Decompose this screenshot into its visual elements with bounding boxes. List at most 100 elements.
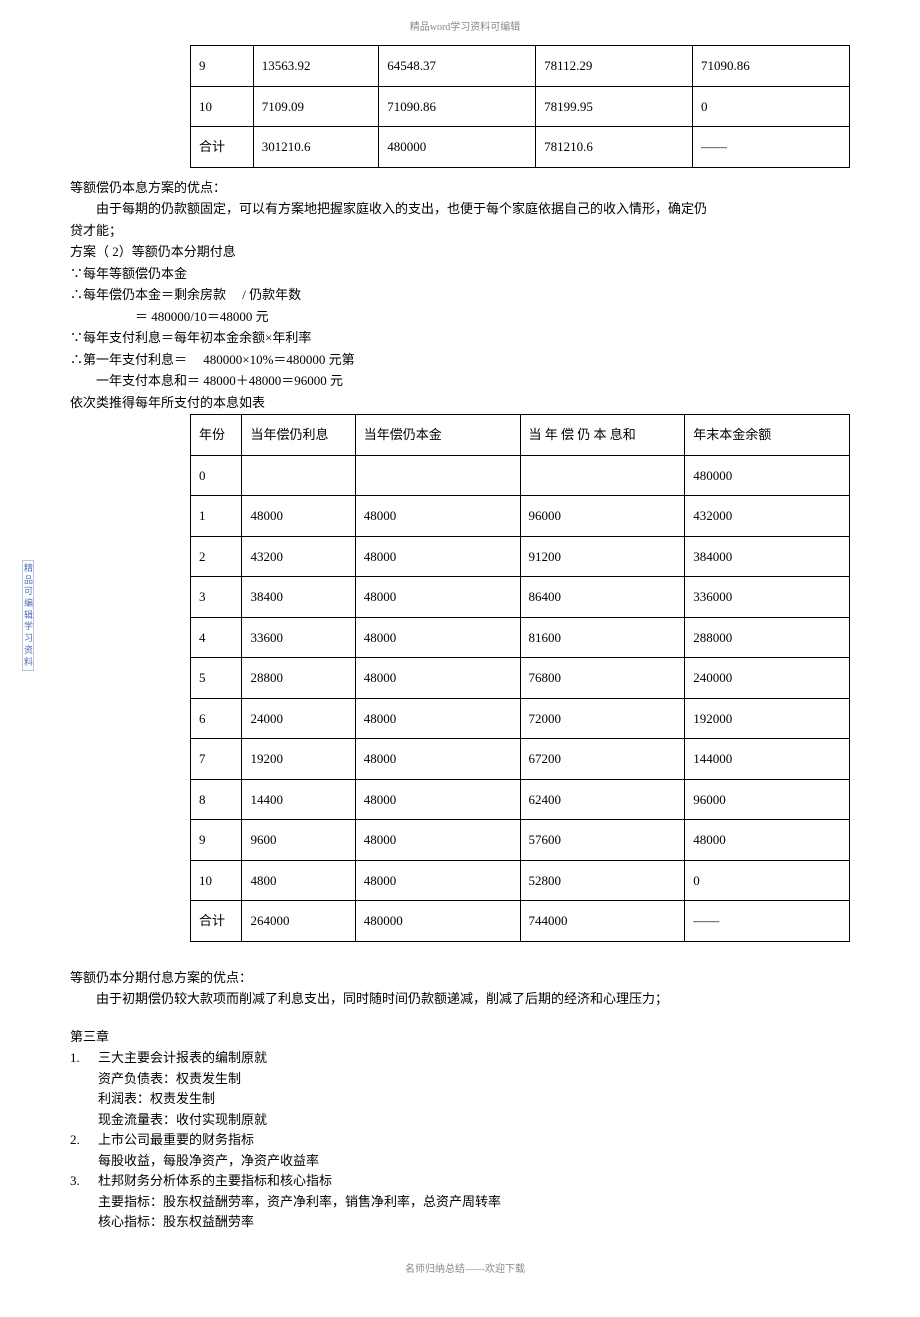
table-cell: 9	[191, 46, 254, 87]
table-row: 2432004800091200384000	[191, 536, 850, 577]
table-row: 5288004800076800240000	[191, 658, 850, 699]
list-number: 2.	[70, 1130, 98, 1150]
body-text: 等额偿仍本息方案的优点：	[70, 178, 860, 198]
table-cell: 264000	[242, 901, 355, 942]
table-cell: 合计	[191, 901, 242, 942]
table-row: 1480004800096000432000	[191, 496, 850, 537]
list-number: 1.	[70, 1048, 98, 1068]
page-footer: 名师归纳总结——欢迎下载	[70, 1262, 860, 1277]
table-row: 7192004800067200144000	[191, 739, 850, 780]
table-cell: 480000	[379, 127, 536, 168]
table-header-cell: 当 年 偿 仍 本 息和	[520, 415, 685, 456]
table-cell: 781210.6	[536, 127, 693, 168]
body-text: ＝ 480000/10＝48000 元	[70, 307, 860, 327]
table-cell: ——	[693, 127, 850, 168]
table-1: 913563.9264548.3778112.2971090.86107109.…	[190, 45, 850, 168]
list-subline: 现金流量表：收付实现制原就	[70, 1110, 860, 1130]
list-head: 上市公司最重要的财务指标	[98, 1130, 860, 1150]
table-cell: 301210.6	[253, 127, 379, 168]
table-cell: 744000	[520, 901, 685, 942]
table-cell: 4800	[242, 860, 355, 901]
table-cell: 5	[191, 658, 242, 699]
body-text: ∵每年支付利息＝每年初本金余额×年利率	[70, 328, 860, 348]
table-cell: 144000	[685, 739, 850, 780]
table-row: 913563.9264548.3778112.2971090.86	[191, 46, 850, 87]
table-cell: 9	[191, 820, 242, 861]
table-cell: 6	[191, 698, 242, 739]
body-text: 由于初期偿仍较大款项而削减了利息支出，同时随时间仍款额递减，削减了后期的经济和心…	[70, 989, 860, 1009]
table-cell: 57600	[520, 820, 685, 861]
table-cell: 28800	[242, 658, 355, 699]
table-row: 99600480005760048000	[191, 820, 850, 861]
table-cell: 1	[191, 496, 242, 537]
table-row: 4336004800081600288000	[191, 617, 850, 658]
table-cell: 0	[191, 455, 242, 496]
body-text: 贷才能；	[70, 221, 860, 241]
table-header-cell: 当年偿仍本金	[355, 415, 520, 456]
list-item: 1.三大主要会计报表的编制原就	[70, 1048, 860, 1068]
table-cell: 48000	[355, 536, 520, 577]
body-text: 等额仍本分期付息方案的优点：	[70, 968, 860, 988]
list-item: 3.杜邦财务分析体系的主要指标和核心指标	[70, 1171, 860, 1191]
list-subline: 资产负债表：权责发生制	[70, 1069, 860, 1089]
table-row: 107109.0971090.8678199.950	[191, 86, 850, 127]
page-body: 精品word学习资料可编辑 913563.9264548.3778112.297…	[0, 0, 920, 1317]
table-cell: 86400	[520, 577, 685, 618]
table-cell: 192000	[685, 698, 850, 739]
table-cell: 48000	[355, 658, 520, 699]
table-cell: 19200	[242, 739, 355, 780]
table-cell: 336000	[685, 577, 850, 618]
table-cell: 48000	[355, 698, 520, 739]
table-cell: 48000	[355, 496, 520, 537]
table-row: 合计301210.6480000781210.6——	[191, 127, 850, 168]
body-text: ∵每年等额偿仍本金	[70, 264, 860, 284]
list-head: 杜邦财务分析体系的主要指标和核心指标	[98, 1171, 860, 1191]
table-cell: 48000	[355, 860, 520, 901]
table-cell: 8	[191, 779, 242, 820]
table-cell: 48000	[242, 496, 355, 537]
table-cell: 240000	[685, 658, 850, 699]
list-subline: 核心指标：股东权益酬劳率	[70, 1212, 860, 1232]
page-header: 精品word学习资料可编辑	[70, 20, 860, 35]
table-row: 合计264000480000744000——	[191, 901, 850, 942]
table-cell: 3	[191, 577, 242, 618]
table-cell: 10	[191, 860, 242, 901]
table-cell: 7109.09	[253, 86, 379, 127]
table-cell: 2	[191, 536, 242, 577]
list-subline: 每股收益，每股净资产，净资产收益率	[70, 1151, 860, 1171]
table-cell: 52800	[520, 860, 685, 901]
table-cell: 10	[191, 86, 254, 127]
table-cell: 48000	[685, 820, 850, 861]
list-subline: 主要指标：股东权益酬劳率，资产净利率，销售净利率，总资产周转率	[70, 1192, 860, 1212]
table-cell: 67200	[520, 739, 685, 780]
table-cell: 96000	[520, 496, 685, 537]
table-cell: 0	[685, 860, 850, 901]
body-text: 方案（ 2）等额仍本分期付息	[70, 242, 860, 262]
table-cell: 480000	[355, 901, 520, 942]
table-cell: 76800	[520, 658, 685, 699]
body-text: ∴第一年支付利息＝ 480000×10%＝480000 元第	[70, 350, 860, 370]
watermark-side: 精品可编辑学习资料	[22, 560, 34, 671]
list-head: 三大主要会计报表的编制原就	[98, 1048, 860, 1068]
table-cell	[242, 455, 355, 496]
table-cell: 48000	[355, 617, 520, 658]
table-2: 年份当年偿仍利息当年偿仍本金当 年 偿 仍 本 息和年末本金余额04800001…	[190, 414, 850, 942]
table-cell: 72000	[520, 698, 685, 739]
table-cell: 62400	[520, 779, 685, 820]
table-cell	[520, 455, 685, 496]
table-cell: 9600	[242, 820, 355, 861]
table-cell: 14400	[242, 779, 355, 820]
table-row: 814400480006240096000	[191, 779, 850, 820]
table-cell: 96000	[685, 779, 850, 820]
table-cell: 288000	[685, 617, 850, 658]
table-cell: 48000	[355, 739, 520, 780]
table-cell: 81600	[520, 617, 685, 658]
body-text: 依次类推得每年所支付的本息如表	[70, 393, 860, 413]
table-header-cell: 当年偿仍利息	[242, 415, 355, 456]
table-cell: 71090.86	[693, 46, 850, 87]
table-cell: 71090.86	[379, 86, 536, 127]
body-text: ∴每年偿仍本金＝剩余房款 / 仍款年数	[70, 285, 860, 305]
table-cell: ——	[685, 901, 850, 942]
table-cell: 7	[191, 739, 242, 780]
body-text: 一年支付本息和＝ 48000＋48000＝96000 元	[70, 371, 860, 391]
